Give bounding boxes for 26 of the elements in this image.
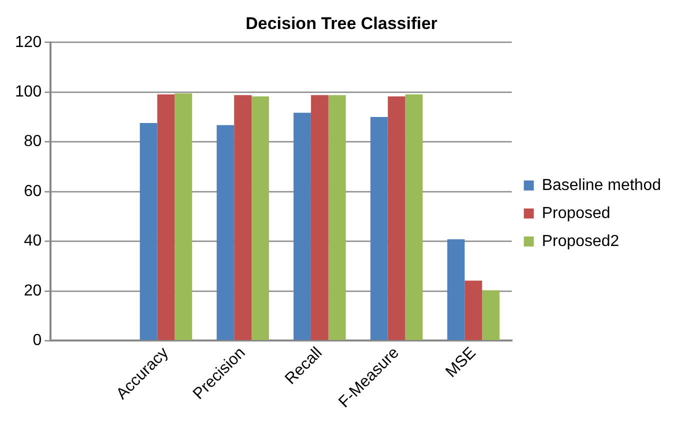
legend-label: Baseline method: [542, 176, 661, 194]
bar: [405, 94, 423, 340]
bar: [388, 96, 406, 340]
chart-title: Decision Tree Classifier: [246, 14, 438, 33]
y-tick-label: 40: [24, 232, 42, 250]
bar: [234, 95, 252, 340]
legend-label: Proposed: [542, 204, 610, 222]
y-tick-label: 120: [14, 34, 42, 51]
bar: [310, 95, 328, 340]
y-tick-label: 100: [14, 84, 42, 101]
bar: [464, 280, 482, 340]
y-tick-label: 20: [24, 282, 42, 300]
legend-label: Proposed2: [542, 232, 620, 250]
bar: [157, 94, 175, 340]
bar: [252, 96, 269, 340]
y-tick-label: 80: [24, 133, 42, 150]
y-tick-label: 60: [24, 182, 42, 200]
bar: [294, 112, 311, 340]
bar: [140, 122, 158, 340]
bar: [328, 95, 346, 340]
y-tick-label: 0: [32, 332, 42, 350]
bar: [447, 239, 465, 340]
bar: [216, 125, 234, 340]
bar: [174, 93, 192, 340]
bar: [370, 116, 388, 340]
bar: [482, 290, 500, 340]
